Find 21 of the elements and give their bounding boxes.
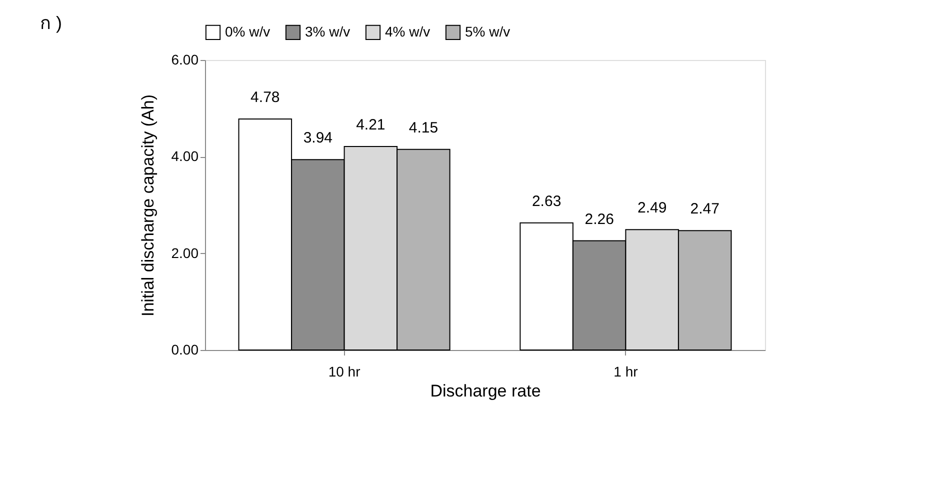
legend-label: 5% w/v [465,23,510,40]
data-label: 4.21 [356,116,386,134]
data-label: 4.78 [250,88,280,106]
legend-label: 4% w/v [385,23,430,40]
data-label: 2.26 [584,210,614,228]
data-label: 2.47 [690,200,720,218]
x-axis-title: Discharge rate [430,382,541,400]
data-label: 3.94 [303,130,333,147]
data-label: 2.63 [532,192,562,210]
text: ก ) [40,13,62,33]
y-axis-title: Initial discharge capacity (Ah) [138,94,158,317]
y-tick-label: 2.00 [171,244,199,261]
data-label: 2.49 [637,200,667,217]
x-tick-label: 1 hr [614,364,638,380]
y-tick-label: 0.00 [171,342,199,358]
x-tick-label: 10 hr [328,364,361,380]
y-tick-label: 6.00 [171,52,199,68]
legend-label: 3% w/v [305,23,350,40]
y-tick-label: 4.00 [171,148,199,164]
legend-label: 0% w/v [225,23,270,40]
data-label: 4.15 [408,119,438,136]
